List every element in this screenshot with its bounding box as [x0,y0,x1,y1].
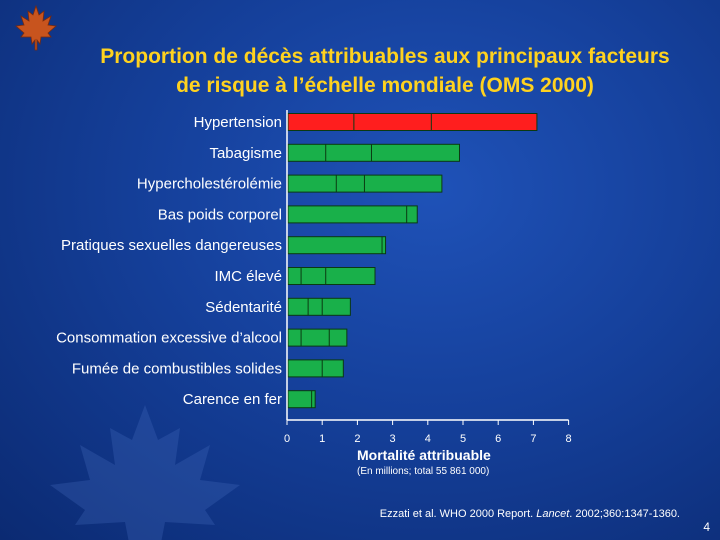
title-line-1: Proportion de décès attribuables aux pri… [100,45,670,68]
x-tick-label-3: 3 [390,433,396,445]
bar-9 [287,390,316,409]
x-tick-label-7: 7 [530,433,536,445]
x-tick-label-0: 0 [284,433,290,445]
citation: Ezzati et al. WHO 2000 Report. Lancet. 2… [380,508,680,520]
x-tick-label-1: 1 [319,433,325,445]
category-label-5: IMC élevé [214,268,282,285]
x-tick-label-5: 5 [460,433,466,445]
category-label-9: Carence en fer [183,391,282,408]
x-tick-label-6: 6 [495,433,501,445]
bar-4 [287,236,387,255]
maple-leaf-logo-icon [15,4,57,51]
bar-6 [287,297,351,316]
category-label-8: Fumée de combustibles solides [72,360,282,377]
title-line-2: de risque à l’échelle mondiale (OMS 2000… [176,74,594,97]
page-number: 4 [703,520,710,534]
category-label-3: Bas poids corporel [158,206,282,223]
bar-3 [287,205,418,224]
bar-8 [287,359,344,378]
x-tick-label-2: 2 [354,433,360,445]
citation-journal: Lancet [536,508,570,520]
bar-1 [287,143,460,162]
category-label-4: Pratiques sexuelles dangereuses [61,237,282,254]
slide-title: Proportion de décès attribuables aux pri… [50,42,720,100]
category-label-7: Consommation excessive d’alcool [56,330,282,347]
bar-5 [287,267,376,285]
category-label-6: Sédentarité [205,299,282,316]
category-label-0: Hypertension [194,114,282,131]
x-axis-label: Mortalité attribuable [357,447,491,463]
x-tick-label-8: 8 [566,433,572,445]
citation-suffix: . 2002;360:1347-1360. [569,508,680,520]
x-axis-note: (En millions; total 55 861 000) [357,466,489,477]
maple-leaf-watermark-icon [50,405,240,540]
x-tick-label-4: 4 [425,433,431,445]
bar-7 [287,328,348,347]
category-label-2: Hypercholestérolémie [137,176,282,193]
category-label-1: Tabagisme [209,145,282,162]
citation-prefix: Ezzati et al. WHO 2000 Report. [379,508,537,520]
bar-0 [287,113,538,131]
